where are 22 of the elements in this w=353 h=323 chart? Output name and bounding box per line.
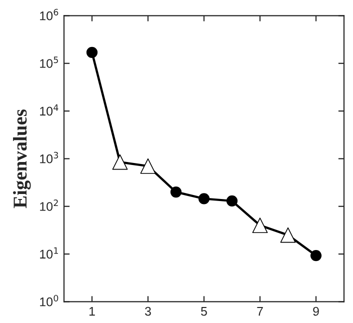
point	[280, 227, 296, 243]
y-tick-label: 10$^{4}$	[40, 104, 58, 116]
y-tick-label: 10$^{3}$	[40, 152, 58, 164]
x-tick-label: 9	[313, 306, 319, 316]
point	[198, 193, 210, 204]
x-tick-label: 7	[257, 307, 263, 316]
y-tick-label: 10$^{1}$	[40, 247, 58, 259]
y-tick-label: 10$^{6}$	[40, 8, 58, 20]
y-tick-label: 10$^{5}$	[40, 56, 58, 68]
point	[140, 158, 156, 174]
y-tick-label: 10$^{0}$	[40, 294, 58, 306]
y-axis-title: Eigenvalues	[13, 109, 31, 208]
x-tick-label: 5	[201, 307, 207, 316]
point	[170, 186, 182, 198]
point	[252, 218, 268, 234]
x-tick-label: 3	[145, 306, 151, 316]
point	[112, 154, 128, 170]
y-tick-label: 10$^{2}$	[40, 200, 58, 211]
point	[310, 250, 322, 262]
point	[86, 46, 98, 58]
x-tick-label: 1	[89, 307, 95, 316]
point	[226, 195, 238, 207]
